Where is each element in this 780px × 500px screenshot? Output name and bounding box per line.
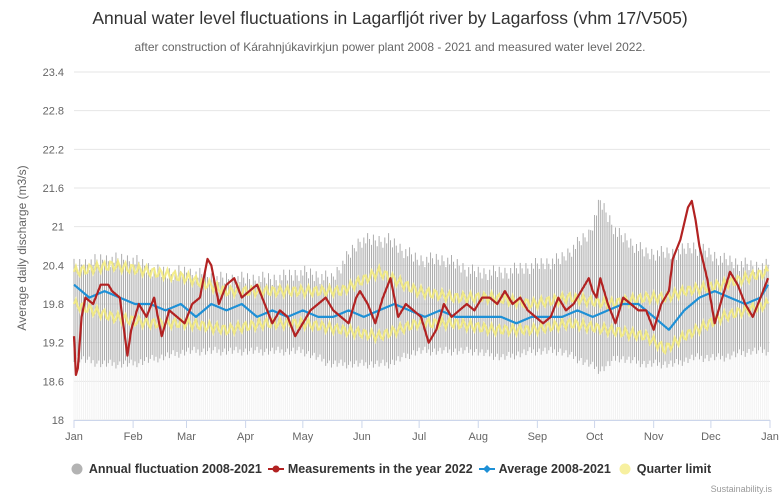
legend-item-quarter-limit[interactable]: Quarter limit: [617, 462, 711, 476]
legend-label-average: Average 2008-2021: [498, 462, 611, 476]
grid-lines: [74, 71, 770, 421]
x-tick-label: Sep: [528, 431, 548, 443]
y-tick-label: 18.6: [43, 376, 64, 388]
y-tick-label: 21: [52, 222, 64, 234]
legend-label-measurements: Measurements in the year 2022: [287, 462, 473, 476]
measurement-line: [72, 199, 770, 376]
chart-title: Annual water level fluctuations in Lagar…: [92, 8, 688, 28]
x-tick-label: Jan: [761, 431, 779, 443]
x-tick-label: Dec: [701, 431, 721, 443]
legend-item-average[interactable]: Average 2008-2021: [478, 462, 611, 476]
credits-link[interactable]: Sustainability.is: [710, 484, 772, 494]
x-tick-label: Jun: [353, 431, 371, 443]
x-tick-label: Apr: [237, 431, 254, 443]
y-axis-label: Average daily discharge (m3/s): [15, 165, 29, 330]
legend-symbol-fluctuation: [71, 463, 83, 475]
x-tick-label: Feb: [124, 431, 143, 443]
x-tick-label: Jan: [65, 431, 83, 443]
y-tick-label: 22.2: [43, 144, 64, 156]
y-tick-label: 21.6: [43, 183, 64, 195]
y-tick-label: 18: [52, 415, 64, 427]
legend-symbol-quarter-limit: [619, 463, 631, 475]
average-line: [73, 283, 770, 331]
x-tick-label: Oct: [586, 431, 603, 443]
chart-subtitle: after construction of Kárahnjúkavirkjun …: [134, 40, 646, 54]
axes: 18 18.6 19.2 19.8 20.4 21 21.6 22.2 22.8 23.4 Jan F…: [43, 67, 779, 443]
legend: Annual fluctuation 2008-2021 Measurement…: [0, 459, 780, 479]
y-tick-label: 22.8: [43, 106, 64, 118]
y-tick-label: 19.2: [43, 338, 64, 350]
quarter-limit-upper-line: [72, 257, 770, 313]
x-tick-label: Jul: [412, 431, 426, 443]
x-tick-label: May: [292, 431, 313, 443]
legend-label-fluctuation: Annual fluctuation 2008-2021: [88, 462, 262, 476]
x-tick-label: Aug: [468, 431, 488, 443]
legend-item-measurements[interactable]: Measurements in the year 2022: [267, 462, 473, 476]
y-tick-label: 20.4: [43, 260, 64, 272]
y-tick-label: 19.8: [43, 299, 64, 311]
x-tick-label: Nov: [644, 431, 664, 443]
legend-label-quarter-limit: Quarter limit: [636, 462, 712, 476]
measurement-series: [72, 199, 770, 376]
x-tick-label: Mar: [177, 431, 196, 443]
average-series: [73, 283, 770, 331]
fluctuation-range-series: [73, 199, 769, 420]
legend-symbol-average: [478, 465, 495, 473]
legend-symbol-measurements: [267, 465, 284, 473]
legend-item-fluctuation[interactable]: Annual fluctuation 2008-2021: [69, 462, 262, 476]
y-tick-label: 23.4: [43, 67, 64, 79]
